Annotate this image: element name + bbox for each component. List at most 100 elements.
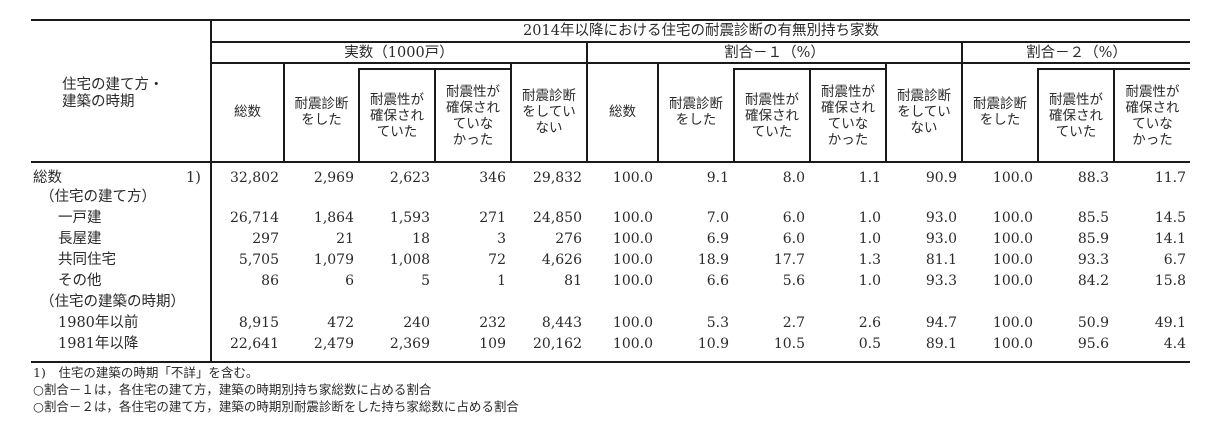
column-header-line: ていた bbox=[376, 123, 418, 140]
table-cell: 6.0 bbox=[782, 231, 805, 247]
column-header: 耐震性が 確保され ていな かった bbox=[811, 70, 885, 161]
table-bottom-rule bbox=[31, 361, 1190, 363]
table-cell: 100.0 bbox=[612, 315, 653, 331]
column-header: 耐震性が 確保され ていた bbox=[735, 70, 809, 161]
table-cell: 32,802 bbox=[230, 170, 279, 186]
table-cell: 5 bbox=[421, 273, 430, 289]
footnote-3: ○割合－２は，各住宅の建て方，建築の時期別耐震診断をした持ち家総数に占める割合 bbox=[33, 399, 519, 414]
table-cell: 29,832 bbox=[533, 170, 582, 186]
table-cell: 86 bbox=[261, 273, 279, 289]
header-bottom-rule bbox=[31, 161, 1190, 163]
group-header-ratio1: 割合－１（%） bbox=[724, 44, 825, 61]
table-cell: 72 bbox=[488, 252, 506, 268]
col-divider bbox=[1113, 68, 1115, 163]
table-cell: 100.0 bbox=[612, 210, 653, 226]
table-cell: 1,593 bbox=[389, 210, 430, 226]
table-cell: 232 bbox=[479, 315, 506, 331]
table-cell: 100.0 bbox=[612, 170, 653, 186]
table-cell: 0.5 bbox=[858, 336, 881, 352]
table-cell: 240 bbox=[403, 315, 430, 331]
column-header: 耐震性が 確保され ていな かった bbox=[1115, 70, 1190, 161]
col-divider bbox=[885, 62, 887, 163]
row-label: その他 bbox=[58, 273, 102, 289]
column-header-line: ていな bbox=[1132, 115, 1173, 132]
table-cell: 100.0 bbox=[992, 231, 1033, 247]
row-label: 共同住宅 bbox=[58, 252, 116, 268]
table-cell: 89.1 bbox=[925, 336, 957, 352]
table-cell: 10.9 bbox=[697, 336, 729, 352]
column-header-line: 確保され bbox=[370, 107, 424, 124]
table-cell: 100.0 bbox=[992, 336, 1033, 352]
table-cell: 100.0 bbox=[612, 252, 653, 268]
table-cell: 95.6 bbox=[1077, 336, 1109, 352]
column-header-line: かった bbox=[452, 131, 494, 148]
table-cell: 6.6 bbox=[706, 273, 729, 289]
column-header-line: 総数 bbox=[609, 104, 636, 120]
title-bottom-rule bbox=[211, 41, 1190, 43]
column-header-line: かった bbox=[827, 131, 869, 148]
table-cell: 14.5 bbox=[1154, 210, 1186, 226]
table-cell: 49.1 bbox=[1154, 315, 1186, 331]
column-header-line: ていな bbox=[827, 115, 869, 132]
column-header: 耐震性が 確保され ていた bbox=[360, 70, 434, 161]
table-cell: 1.0 bbox=[858, 273, 881, 289]
table-cell: 9.1 bbox=[706, 170, 729, 186]
table-cell: 2.6 bbox=[858, 315, 881, 331]
col-divider bbox=[657, 62, 659, 163]
table-cell: 21 bbox=[336, 231, 354, 247]
row-label: 一戸建 bbox=[58, 210, 102, 226]
column-header-line: 耐震性が bbox=[446, 83, 500, 100]
column-header-line: をしてい bbox=[897, 104, 951, 120]
table-cell: 2,369 bbox=[389, 336, 430, 352]
table-cell: 100.0 bbox=[992, 273, 1033, 289]
column-header-line: 確保され bbox=[1125, 99, 1180, 116]
table-cell: 5.3 bbox=[706, 315, 729, 331]
table-cell: 100.0 bbox=[612, 273, 653, 289]
table-cell: 271 bbox=[479, 210, 506, 226]
table-cell: 109 bbox=[479, 336, 506, 352]
group-header-actual: 実数（1000戸） bbox=[344, 44, 454, 61]
table-top-rule bbox=[31, 19, 1190, 21]
table-title: 2014年以降における住宅の耐震診断の有無別持ち家数 bbox=[212, 21, 1190, 41]
table-cell: 93.0 bbox=[925, 231, 957, 247]
column-header-line: 耐震性が bbox=[370, 91, 424, 108]
group-bottom-rule bbox=[211, 62, 1190, 64]
column-header-line: ていな bbox=[452, 115, 494, 132]
col-divider bbox=[733, 68, 735, 163]
table-cell: 1,079 bbox=[313, 252, 354, 268]
column-header-line: ていた bbox=[751, 123, 793, 140]
table-cell: 6.7 bbox=[1163, 252, 1186, 268]
table-cell: 8,915 bbox=[238, 315, 279, 331]
table-cell: 85.9 bbox=[1077, 231, 1109, 247]
column-header-line: 耐震診断 bbox=[973, 96, 1027, 112]
table-cell: 1.0 bbox=[858, 231, 881, 247]
table-cell: 5,705 bbox=[238, 252, 279, 268]
table-cell: 100.0 bbox=[992, 252, 1033, 268]
table-cell: 1,864 bbox=[313, 210, 354, 226]
stub-header-line: 住宅の建て方・ bbox=[62, 77, 164, 93]
column-header-line: 確保され bbox=[446, 99, 500, 116]
column-header: 耐震診断 をした bbox=[285, 63, 358, 161]
stub-header-line: 建築の時期 bbox=[62, 94, 135, 110]
col-divider bbox=[434, 68, 436, 163]
column-header: 総数 bbox=[212, 63, 283, 161]
table-cell: 50.9 bbox=[1077, 315, 1109, 331]
table-cell: 1.3 bbox=[858, 252, 881, 268]
row-footnote-ref: 1) bbox=[186, 170, 201, 186]
table-cell: 93.0 bbox=[925, 210, 957, 226]
table-cell: 7.0 bbox=[706, 210, 729, 226]
footnote-1: 1) 住宅の建築の時期「不詳」を含む。 bbox=[33, 365, 259, 380]
column-header-line: 総数 bbox=[234, 104, 261, 120]
table-cell: 6 bbox=[345, 273, 354, 289]
column-header-line: 耐震診断 bbox=[294, 96, 349, 112]
col-divider bbox=[283, 62, 285, 163]
column-header: 耐震性が 確保され ていな かった bbox=[436, 70, 510, 161]
row-label: 1980年以前 bbox=[58, 315, 139, 331]
table-cell: 20,162 bbox=[533, 336, 582, 352]
column-header-line: をしてい bbox=[522, 104, 576, 120]
table-cell: 4,626 bbox=[541, 252, 582, 268]
column-header: 耐震診断 をした bbox=[659, 63, 733, 161]
table-cell: 1 bbox=[497, 273, 506, 289]
column-header-line: をした bbox=[979, 112, 1021, 128]
column-header-line: をした bbox=[301, 112, 342, 128]
